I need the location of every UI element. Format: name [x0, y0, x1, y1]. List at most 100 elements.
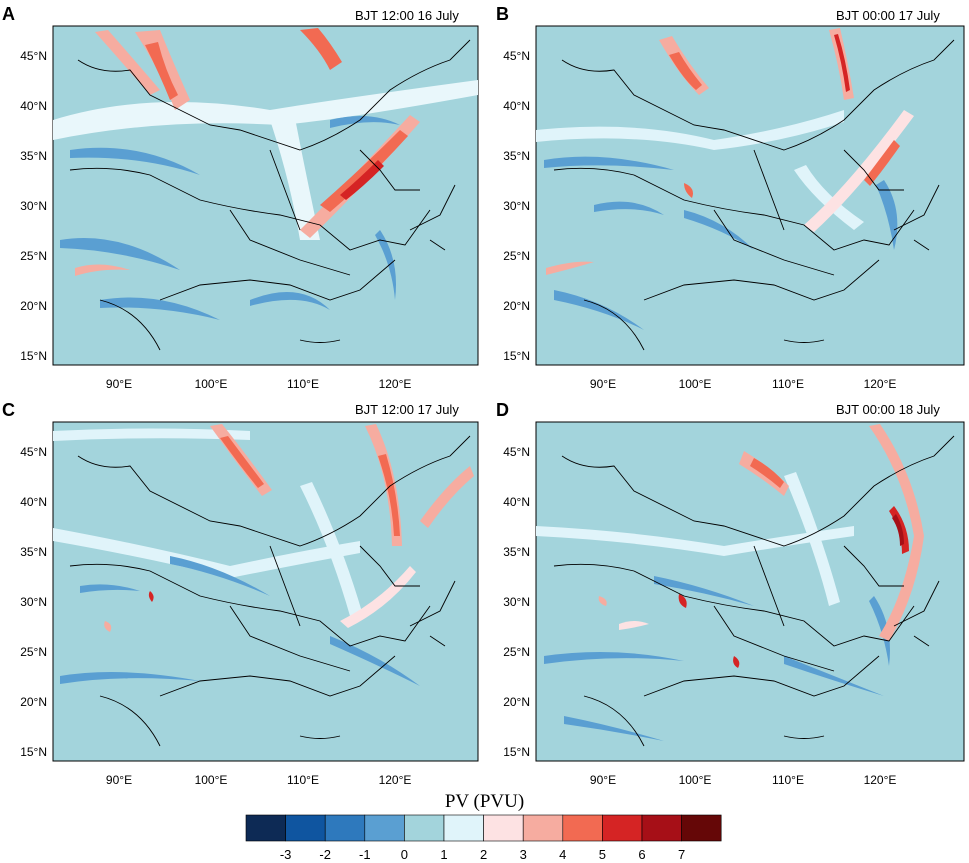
- lon-label: 120°E: [379, 773, 412, 787]
- lat-label: 20°N: [20, 299, 47, 313]
- panel-title: BJT 12:00 17 July: [355, 402, 459, 417]
- lat-label: 15°N: [503, 349, 530, 363]
- lon-tick-labels: 90°E 100°E 110°E 120°E: [590, 773, 896, 787]
- lat-label: 15°N: [20, 349, 47, 363]
- lat-tick-labels: 45°N 40°N 35°N 30°N 25°N 20°N 15°N: [503, 445, 530, 759]
- lat-label: 40°N: [20, 495, 47, 509]
- blue-streaks: [544, 156, 898, 330]
- lat-tick-labels: 45°N 40°N 35°N 30°N 25°N 20°N 15°N: [20, 49, 47, 363]
- lat-label: 35°N: [503, 545, 530, 559]
- lat-label: 30°N: [503, 595, 530, 609]
- blue-streaks: [60, 116, 400, 320]
- lat-label: 20°N: [503, 299, 530, 313]
- lon-label: 110°E: [287, 377, 319, 391]
- borders: [553, 435, 955, 747]
- lat-label: 25°N: [503, 645, 530, 659]
- white-band: [53, 428, 362, 616]
- lon-label: 100°E: [195, 377, 228, 391]
- colorbar-tick-label: 0: [401, 847, 408, 862]
- lat-label: 35°N: [20, 149, 47, 163]
- lon-tick-labels: 90°E 100°E 110°E 120°E: [590, 377, 896, 391]
- positive-pv: [75, 28, 420, 276]
- colorbar-tick-label: -3: [280, 847, 292, 862]
- panel-label: D: [496, 400, 509, 420]
- colorbar-tick-label: 4: [559, 847, 566, 862]
- colorbar-tick-label: 5: [599, 847, 606, 862]
- panel-title: BJT 00:00 18 July: [836, 402, 940, 417]
- lon-label: 110°E: [772, 377, 804, 391]
- borders: [69, 39, 471, 351]
- map-c: 45°N 40°N 35°N 30°N 25°N 20°N 15°N 90°E …: [20, 421, 479, 787]
- lat-tick-labels: 45°N 40°N 35°N 30°N 25°N 20°N 15°N: [503, 49, 530, 363]
- panel-b: B BJT 00:00 17 July: [484, 0, 968, 396]
- colorbar: -3 -2 -1 0 1 2 3 4 5 6 7: [245, 814, 722, 862]
- lat-label: 40°N: [20, 99, 47, 113]
- lat-label: 25°N: [20, 249, 47, 263]
- lat-tick-labels: 45°N 40°N 35°N 30°N 25°N 20°N 15°N: [20, 445, 47, 759]
- panel-label: A: [2, 4, 15, 24]
- colorbar-swatch: [285, 814, 326, 842]
- colorbar-tick-label: -2: [319, 847, 331, 862]
- colorbar-swatch: [681, 814, 722, 842]
- colorbar-swatch: [602, 814, 643, 842]
- lat-label: 25°N: [20, 645, 47, 659]
- lon-label: 120°E: [864, 377, 897, 391]
- borders: [69, 435, 471, 747]
- lon-label: 90°E: [106, 773, 132, 787]
- lat-label: 45°N: [20, 445, 47, 459]
- white-band: [536, 110, 864, 230]
- lat-label: 20°N: [20, 695, 47, 709]
- positive-pv: [104, 424, 474, 632]
- map-a: 45°N 40°N 35°N 30°N 25°N 20°N 15°N 90°E …: [20, 25, 479, 391]
- map-frame: [535, 421, 965, 762]
- colorbar-tick-label: -1: [359, 847, 371, 862]
- lon-tick-labels: 90°E 100°E 110°E 120°E: [106, 773, 411, 787]
- colorbar-ticks: -3 -2 -1 0 1 2 3 4 5 6 7: [280, 847, 685, 862]
- lon-label: 110°E: [772, 773, 804, 787]
- lat-label: 45°N: [20, 49, 47, 63]
- map-b: 45°N 40°N 35°N 30°N 25°N 20°N 15°N 90°E …: [503, 25, 965, 391]
- lat-label: 40°N: [503, 495, 530, 509]
- lon-label: 120°E: [864, 773, 897, 787]
- lat-label: 45°N: [503, 49, 530, 63]
- blue-streaks: [60, 556, 420, 686]
- map-frame: [535, 25, 965, 366]
- colorbar-swatch: [364, 814, 405, 842]
- panel-c: C BJT 12:00 17 July: [0, 396, 484, 792]
- lat-label: 40°N: [503, 99, 530, 113]
- colorbar-swatches: [245, 814, 722, 842]
- panel-title: BJT 12:00 16 July: [355, 8, 459, 23]
- panel-label: B: [496, 4, 509, 24]
- lon-label: 100°E: [195, 773, 228, 787]
- lon-label: 90°E: [590, 773, 616, 787]
- map-frame: [52, 25, 479, 366]
- colorbar-swatch: [324, 814, 366, 842]
- lon-label: 100°E: [679, 773, 712, 787]
- colorbar-tick-label: 7: [678, 847, 685, 862]
- lat-label: 25°N: [503, 249, 530, 263]
- lon-tick-labels: 90°E 100°E 110°E 120°E: [106, 377, 411, 391]
- colorbar-tick-label: 3: [520, 847, 527, 862]
- panel-a: A BJT 12:00 16 July: [0, 0, 484, 396]
- colorbar-tick-label: 1: [440, 847, 447, 862]
- colorbar-swatch: [641, 814, 682, 842]
- panel-title: BJT 00:00 17 July: [836, 8, 940, 23]
- lon-label: 100°E: [679, 377, 712, 391]
- lat-label: 30°N: [503, 199, 530, 213]
- lat-label: 15°N: [503, 745, 530, 759]
- colorbar-swatch: [404, 814, 445, 842]
- lon-label: 90°E: [106, 377, 132, 391]
- lat-label: 30°N: [20, 199, 47, 213]
- lon-label: 120°E: [379, 377, 412, 391]
- colorbar-swatch: [562, 814, 603, 842]
- lon-label: 110°E: [287, 773, 319, 787]
- panel-label: C: [2, 400, 15, 420]
- colorbar-swatch: [483, 814, 524, 842]
- white-band: [53, 80, 478, 240]
- positive-pv: [598, 424, 924, 668]
- lat-label: 20°N: [503, 695, 530, 709]
- panel-d: D BJT 00:00 18 July: [484, 396, 968, 792]
- map-d: 45°N 40°N 35°N 30°N 25°N 20°N 15°N 90°E …: [503, 421, 965, 787]
- colorbar-title: PV (PVU): [444, 791, 525, 812]
- colorbar-tick-label: 6: [638, 847, 645, 862]
